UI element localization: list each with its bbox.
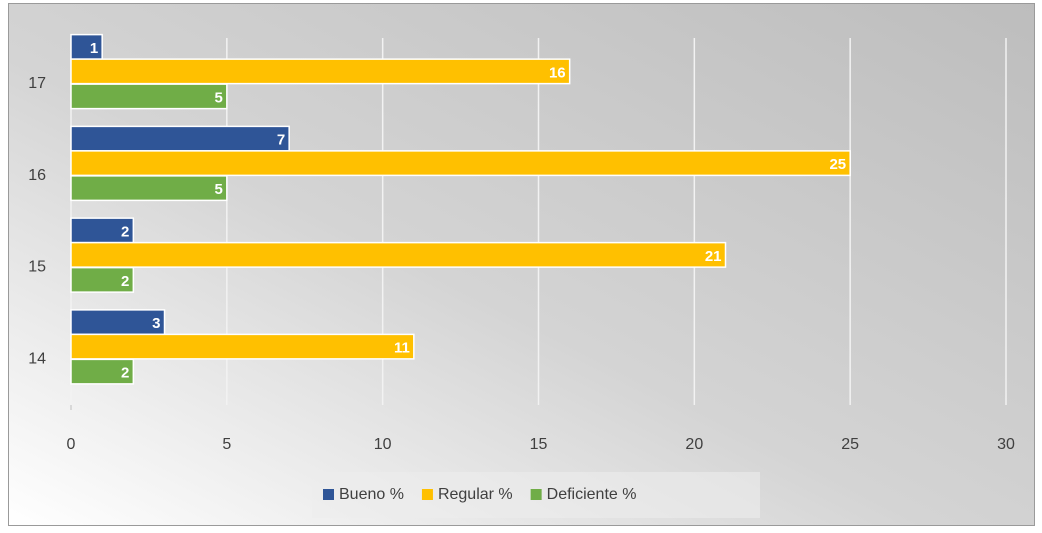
legend-swatch <box>323 489 334 500</box>
x-tick-label: 0 <box>67 436 76 453</box>
value-label: 2 <box>121 365 129 382</box>
x-tick-label: 5 <box>222 436 231 453</box>
value-label: 3 <box>152 315 160 332</box>
legend-swatch <box>530 489 542 500</box>
legend-label: Regular % <box>438 486 513 503</box>
legend-label: Bueno % <box>339 486 404 503</box>
y-tick-label: 15 <box>28 259 46 276</box>
x-tick-label: 15 <box>530 436 548 453</box>
bar <box>70 150 851 177</box>
value-label: 2 <box>121 223 129 240</box>
x-tick-label: 30 <box>997 436 1015 453</box>
bar <box>70 175 228 202</box>
value-label: 7 <box>277 132 285 149</box>
legend-swatch <box>421 489 433 500</box>
x-tick-label: 25 <box>841 436 859 453</box>
value-label: 25 <box>829 156 846 173</box>
y-tick-label: 16 <box>28 167 46 184</box>
value-label: 2 <box>121 273 129 290</box>
value-label: 1 <box>90 40 98 57</box>
value-label: 16 <box>549 64 566 81</box>
bar <box>70 83 228 110</box>
y-tick-label: 17 <box>28 75 46 92</box>
bar <box>70 266 135 293</box>
x-tick-label: 10 <box>374 436 392 453</box>
y-tick-label: 14 <box>28 350 46 367</box>
value-label: 11 <box>394 340 410 357</box>
bar <box>70 333 415 360</box>
bar <box>70 217 135 244</box>
x-tick-label: 20 <box>685 436 703 453</box>
bar <box>70 309 166 336</box>
bar <box>70 241 727 268</box>
value-label: 5 <box>214 89 222 106</box>
legend-label: Deficiente % <box>547 486 637 503</box>
bar <box>70 125 290 152</box>
bar <box>70 358 135 385</box>
bar <box>70 58 571 85</box>
value-label: 5 <box>214 181 222 198</box>
value-label: 21 <box>705 248 722 265</box>
